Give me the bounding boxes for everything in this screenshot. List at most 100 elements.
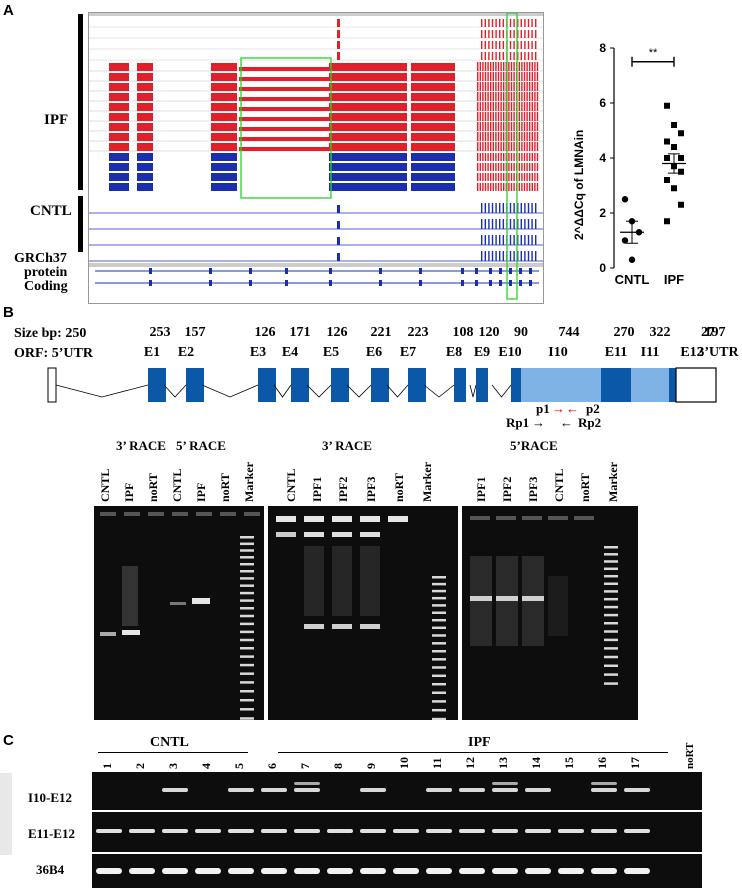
band-e11-e12 — [162, 829, 188, 833]
cntl-peak — [527, 219, 530, 229]
ipf-blue-coverage — [137, 183, 153, 191]
ipf-peak — [505, 62, 507, 71]
segment-size-label: 126 — [255, 325, 276, 340]
ipf-peak — [482, 82, 484, 91]
highlight-box-last-exon — [506, 12, 518, 300]
ipf-peak — [477, 132, 479, 141]
ref-exon — [475, 280, 478, 286]
ref-exon — [419, 268, 422, 274]
intron-line — [201, 384, 259, 398]
band-i10-e12 — [162, 788, 188, 792]
marker-band — [432, 700, 446, 703]
smear — [360, 546, 380, 616]
data-point-cntl — [621, 196, 629, 203]
cntl-group-line — [98, 752, 248, 753]
ipf-peak — [495, 82, 497, 91]
ipf-peak — [518, 132, 520, 141]
lane-label: 9 — [364, 763, 378, 769]
row-label-i10-e12: I10-E12 — [28, 790, 73, 805]
primer-rp1-arrow: → — [532, 415, 545, 430]
ipf-peak — [503, 173, 505, 181]
ipf-sparse-peak — [524, 19, 526, 27]
ipf-peak — [529, 92, 531, 101]
cntl-peak — [535, 219, 537, 229]
cntl-peak — [502, 203, 504, 213]
ipf-sparse-peak — [502, 41, 504, 49]
band-i10-e12 — [492, 788, 518, 792]
ipf-sparse-peak — [502, 19, 504, 27]
ipf-intron-coverage — [239, 87, 329, 91]
ipf-peak — [492, 92, 494, 101]
lane-label: noRT — [218, 473, 232, 502]
ipf-peak — [497, 62, 500, 71]
ipf-peak — [508, 92, 510, 101]
utr3-box — [675, 367, 717, 403]
lane-label: 10 — [397, 757, 411, 769]
marker-band — [240, 542, 254, 546]
ipf-peak — [518, 183, 520, 191]
intron-line — [306, 384, 332, 398]
ipf-peak — [490, 142, 492, 151]
ipf-coverage-block — [211, 133, 237, 141]
ref-exon — [329, 280, 332, 286]
ipf-peak — [526, 142, 528, 151]
ipf-blue-coverage — [329, 153, 407, 161]
primer-p1-label: p1 — [536, 401, 550, 416]
pcr-left-strip — [0, 773, 12, 855]
smear — [548, 576, 568, 636]
band-36b4 — [558, 868, 584, 874]
ipf-peak — [479, 82, 481, 91]
ipf-peak — [518, 142, 520, 151]
ipf-peak — [531, 122, 533, 131]
ipf-peak — [523, 92, 526, 101]
ipf-peak — [495, 132, 497, 141]
gel-well — [574, 516, 594, 520]
marker-band — [604, 605, 618, 609]
segment-name-label: E7 — [400, 345, 416, 360]
ipf-peak — [531, 142, 533, 151]
intron-line — [491, 384, 512, 398]
band-36b4 — [129, 868, 155, 874]
chart-svg: 0 2 4 6 8 CNTL IPF ** — [599, 41, 686, 287]
band-e11-e12 — [228, 829, 254, 833]
lane-label: IPF — [194, 482, 208, 502]
primer-p2-arrow: ← — [566, 401, 579, 416]
ipf-peak — [487, 142, 489, 151]
ipf-peak — [518, 72, 520, 81]
ipf-group-label: IPF — [468, 735, 491, 750]
ipf-peak — [536, 132, 539, 141]
ipf-peak — [513, 183, 515, 191]
ipf-peak — [500, 132, 502, 141]
ipf-peak — [500, 183, 502, 191]
segment-name-label: E2 — [178, 345, 194, 360]
cntl-peak — [495, 203, 497, 213]
panel-c-letter: C — [3, 732, 14, 749]
ipf-peak — [487, 72, 489, 81]
ipf-peak — [526, 132, 528, 141]
gel-image-2 — [268, 506, 458, 730]
ipf-peak — [526, 92, 528, 101]
ipf-peak — [536, 92, 539, 101]
ipf-peak — [495, 62, 497, 71]
ipf-peak — [484, 102, 487, 111]
marker-band — [432, 666, 446, 669]
cntl-peak — [495, 235, 497, 245]
cntl-peak — [524, 251, 526, 261]
cntl-peak — [481, 251, 483, 261]
gel-well-bright — [360, 516, 380, 522]
ipf-peak — [500, 122, 502, 131]
ipf-sparse-peak — [337, 41, 340, 49]
ipf-coverage-block — [329, 103, 407, 111]
segment-name-label: I11 — [641, 345, 660, 360]
band-36b4 — [624, 868, 650, 874]
ipf-peak — [482, 112, 484, 121]
lane-label: IPF2 — [336, 476, 350, 502]
ipf-sparse-peak — [531, 52, 533, 60]
ipf-sparse-peak — [495, 19, 497, 27]
cntl-peak — [517, 219, 519, 229]
ipf-peak — [479, 102, 481, 111]
ipf-peak — [518, 112, 520, 121]
primer-p2-label: p2 — [586, 401, 600, 416]
data-point-ipf — [678, 168, 684, 175]
band-e11-e12 — [624, 829, 650, 833]
